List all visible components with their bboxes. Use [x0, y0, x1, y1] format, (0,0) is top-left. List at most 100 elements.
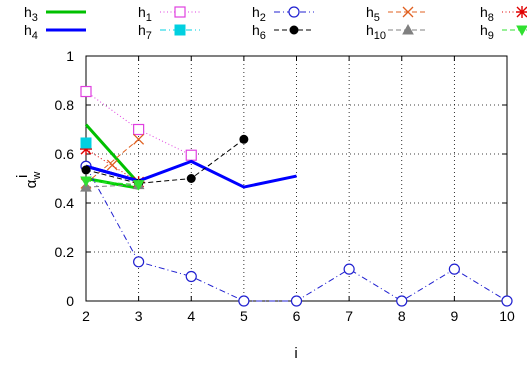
legend-item-h2: h2	[252, 4, 314, 24]
legend-item-h3: h3	[24, 4, 86, 24]
legend-label-base: h	[480, 4, 488, 20]
x-tick-label: 9	[450, 308, 458, 324]
series-line-h3	[84, 123, 140, 185]
data-point-h8	[133, 133, 145, 145]
legend-label: h8	[480, 4, 494, 24]
legend-item-h5: h5	[366, 4, 428, 24]
x-axis-label: i	[294, 345, 297, 362]
y-tick-label: 1	[66, 48, 74, 64]
y-tick-label: 0.8	[55, 97, 75, 113]
y-axis-label: αw i	[14, 172, 43, 189]
y-axis-label-base: α	[23, 179, 40, 188]
series-h1	[85, 177, 139, 190]
x-tick-label: 4	[187, 308, 195, 324]
legend-label-base: h	[252, 4, 260, 20]
y-tick-label: 0	[66, 293, 74, 309]
series-h6	[80, 137, 92, 149]
legend-label-sub: 3	[32, 12, 38, 24]
series-h3	[84, 123, 140, 185]
series-line-h2	[85, 91, 192, 156]
legend-label-sub: 8	[488, 12, 494, 24]
legend-sample-marker	[289, 25, 299, 35]
legend-label-base: h	[366, 4, 374, 20]
series-line-h1	[85, 177, 139, 190]
y-tick-label: 0.4	[55, 195, 75, 211]
data-point-h5	[238, 295, 250, 307]
series-h9	[80, 176, 145, 191]
series-h8b	[106, 159, 118, 171]
legend-label: h9	[480, 22, 494, 42]
legend-item-h8: h8	[480, 4, 527, 24]
legend-label-base: h	[480, 22, 488, 38]
data-point-h10	[186, 174, 196, 183]
legend-label: h6	[252, 22, 266, 42]
y-tick-label: 0.6	[55, 146, 75, 162]
legend-label: h7	[138, 22, 152, 42]
data-point-h9	[80, 176, 92, 187]
x-tick-label: 5	[240, 308, 248, 324]
data-point-h8_star	[80, 143, 92, 156]
series-line-h7	[85, 164, 140, 183]
series-line-h10	[85, 138, 245, 184]
series-layer	[80, 85, 513, 307]
legend-item-h6: h6	[252, 22, 314, 42]
legend-sample-marker	[288, 6, 300, 18]
x-tick-label: 6	[293, 308, 301, 324]
x-tick-label: 8	[398, 308, 406, 324]
legend-sample-marker	[174, 24, 186, 36]
data-point-h5	[133, 256, 145, 268]
legend-sample-marker	[402, 23, 414, 35]
y-axis-label-sub: w	[31, 172, 43, 181]
legend-sample-marker	[174, 6, 186, 18]
series-line-h9g	[85, 184, 139, 188]
data-point-h10	[81, 165, 91, 175]
legend-item-h1: h1	[138, 4, 200, 24]
data-point-h5	[185, 270, 197, 283]
legend-label-base: h	[366, 22, 374, 38]
y-tick-label: 0.2	[55, 244, 75, 260]
data-point-h6	[80, 137, 92, 149]
data-point-h5	[396, 295, 408, 307]
legend-label-sub: 2	[260, 12, 266, 24]
data-point-h2	[80, 85, 92, 98]
legend-label-base: h	[138, 4, 146, 20]
legend-sample-marker	[402, 6, 414, 18]
legend-label: h5	[366, 4, 380, 24]
legend-label-sub: 5	[374, 12, 380, 24]
data-point-h2	[185, 149, 197, 161]
data-point-h5	[448, 263, 460, 275]
svg-text:αw: αw	[23, 172, 43, 189]
x-tick-label: 7	[345, 308, 353, 324]
data-point-h2	[133, 123, 145, 136]
series-h10	[81, 134, 249, 188]
legend-label-sub: 1	[146, 12, 152, 24]
legend-label-base: h	[252, 22, 260, 38]
legend-label-base: h	[138, 22, 146, 38]
y-axis-label-sup: i	[14, 175, 31, 178]
x-tick-label: 3	[135, 308, 143, 324]
legend-label-base: h	[24, 22, 32, 38]
legend-item-h10: h10	[366, 22, 428, 42]
series-line-h9	[85, 180, 139, 186]
data-point-h8b	[106, 159, 118, 171]
legend-item-h9: h9	[480, 22, 527, 42]
legend-label: h1	[138, 4, 152, 24]
axis-ticks: 2 3 4 5 6 7 8 9 10 0 0.2 0.4 0.6 0.8 1	[55, 48, 515, 324]
data-point-h5	[343, 263, 355, 275]
legend-sample-marker	[516, 6, 527, 18]
series-h7	[85, 164, 140, 183]
legend-label-sub: 10	[374, 30, 386, 42]
series-line-h8	[85, 138, 139, 184]
legend-item-h4: h4	[24, 22, 86, 42]
legend-label-sub: 6	[260, 30, 266, 42]
x-tick-label: 10	[499, 308, 515, 324]
data-point-h5	[501, 295, 513, 307]
series-h2	[80, 85, 197, 161]
data-point-h5	[290, 295, 303, 307]
x-tick-label: 2	[82, 308, 90, 324]
legend-label-base: h	[24, 4, 32, 20]
legend-label: h2	[252, 4, 266, 24]
